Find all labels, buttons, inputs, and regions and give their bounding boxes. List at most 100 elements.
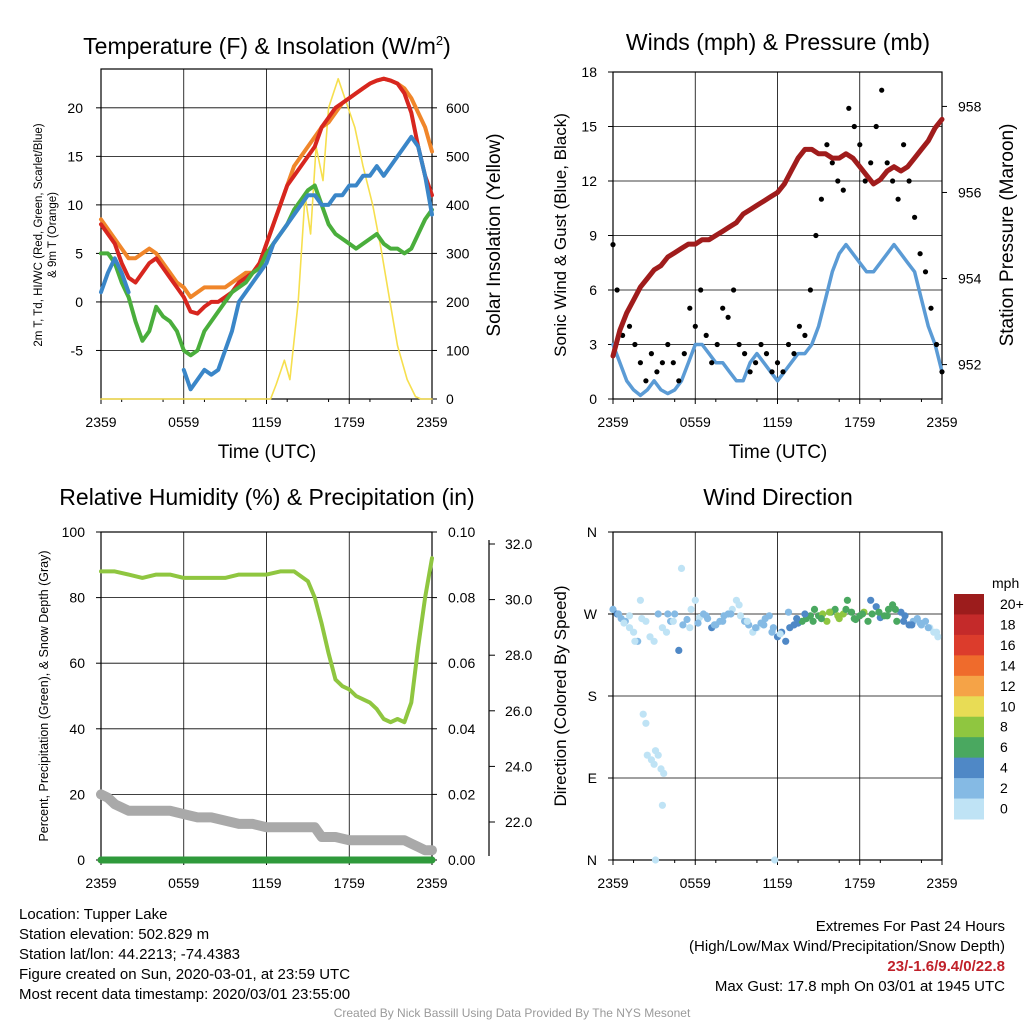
direction-point: [752, 624, 760, 632]
gust-point: [614, 287, 620, 293]
gust-point: [912, 214, 918, 220]
precip-y2-tick-label: 0.06: [448, 655, 475, 671]
gust-point: [648, 351, 655, 357]
gust-point: [742, 351, 748, 357]
pressure-y2-tick-label: 956: [958, 184, 982, 200]
legend-swatch: [954, 757, 984, 779]
temperature-x-tick-label: 2359: [85, 414, 116, 430]
direction-point: [810, 605, 819, 614]
direction-point: [858, 610, 867, 618]
gust-point: [632, 341, 638, 348]
direction-point: [776, 630, 784, 638]
humidity-y-tick-label: 20: [69, 786, 85, 802]
direction-point: [921, 617, 930, 625]
direction-y-tick-label: W: [584, 606, 598, 622]
pressure-y2-tick-label: 952: [958, 357, 982, 373]
direction-point: [924, 624, 932, 632]
gust-point: [769, 369, 775, 375]
direction-y-tick-label: S: [588, 688, 597, 704]
direction-point: [625, 624, 634, 632]
direction-y-tick-label: N: [587, 852, 597, 868]
insolation-y2-tick-label: 400: [446, 197, 470, 213]
temperature-y-tick-label: 0: [75, 294, 83, 310]
direction-point: [793, 615, 801, 623]
temperature-y-tick-label: 15: [67, 148, 83, 164]
legend-label: 2: [1000, 780, 1008, 796]
legend-label: 8: [1000, 719, 1008, 735]
temperature-x-tick-label: 1159: [251, 414, 281, 430]
wind-panel-title: Winds (mph) & Pressure (mb): [626, 29, 930, 55]
gust-point: [676, 378, 682, 384]
legend-label: 12: [1000, 678, 1016, 694]
gust-point: [785, 341, 792, 348]
gust-point: [720, 305, 726, 311]
direction-point: [801, 610, 809, 618]
direction-point: [664, 610, 672, 618]
pressure-y2-tick-label: 958: [958, 98, 982, 114]
direction-point: [908, 621, 916, 629]
gust-point: [895, 196, 901, 202]
insolation-y2-tick-label: 600: [446, 100, 470, 116]
direction-point: [719, 617, 727, 625]
gust-point: [610, 242, 616, 248]
humidity-y-tick-label: 0: [77, 852, 85, 868]
direction-point: [864, 617, 872, 625]
direction-point: [679, 621, 687, 629]
insolation-y2-tick-label: 0: [446, 391, 454, 407]
station-elevation: Station elevation: 502.829 m: [19, 926, 210, 943]
gust-point: [862, 178, 868, 184]
gust-point: [917, 251, 923, 257]
humidity-x-tick-label: 2359: [85, 875, 116, 891]
direction-point: [743, 617, 751, 625]
gust-point: [774, 360, 781, 366]
snow-depth-axis-tick-label: 30.0: [505, 592, 532, 608]
legend-label: 16: [1000, 637, 1016, 653]
precip-y2-tick-label: 0.04: [448, 721, 475, 737]
gust-point: [725, 314, 731, 320]
direction-point: [760, 621, 768, 629]
gust-point: [681, 351, 687, 357]
gust-point: [879, 87, 885, 93]
direction-point: [660, 769, 668, 778]
gust-point: [714, 341, 720, 348]
direction-point: [868, 610, 876, 618]
gust-point: [796, 323, 803, 329]
direction-point: [710, 621, 719, 629]
direction-point: [650, 637, 658, 645]
temperature-x-axis-label: Time (UTC): [218, 442, 317, 463]
gust-point: [857, 142, 863, 148]
gust-point: [747, 369, 753, 375]
direction-point: [843, 596, 852, 604]
humidity-x-tick-label: 2359: [416, 875, 447, 891]
gust-point: [670, 360, 676, 366]
gust-point: [665, 341, 671, 348]
direction-point: [893, 617, 901, 625]
direction-x-tick-label: 1759: [844, 875, 875, 891]
legend-label: 0: [1000, 801, 1008, 817]
wind-y-tick-label: 18: [581, 64, 597, 80]
legend-label: 6: [1000, 739, 1008, 755]
legend-swatch: [954, 675, 984, 697]
direction-point: [891, 605, 900, 614]
gust-point: [873, 123, 879, 130]
legend-swatch: [954, 614, 984, 636]
direction-point: [831, 605, 839, 614]
humidity-panel-title: Relative Humidity (%) & Precipitation (i…: [59, 484, 474, 510]
direction-point: [823, 617, 831, 625]
direction-point: [900, 617, 908, 625]
station-latlon: Station lat/lon: 44.2213; -74.4383: [19, 946, 241, 963]
legend-label: 18: [1000, 616, 1016, 632]
wind-x-tick-label: 1759: [844, 414, 875, 430]
precip-y2-tick-label: 0.08: [448, 590, 475, 606]
temperature-x-tick-label: 0559: [168, 414, 199, 430]
gust-point: [692, 323, 698, 329]
humidity-y-tick-label: 100: [62, 524, 86, 540]
gust-point: [709, 360, 715, 366]
heatindex_windchill-line: [99, 134, 434, 392]
direction-y-tick-label: N: [587, 524, 597, 540]
gust-point: [703, 332, 709, 338]
direction-point: [614, 610, 623, 618]
direction-point: [850, 615, 858, 623]
gust-point: [736, 341, 742, 348]
gust-point: [763, 351, 770, 357]
